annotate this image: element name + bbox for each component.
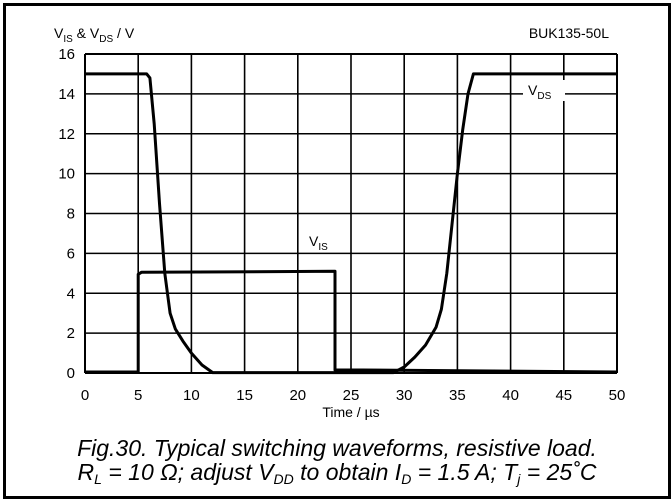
x-axis-label: Time / µs — [322, 404, 379, 420]
caption-line-1: Fig.30. Typical switching waveforms, res… — [77, 435, 597, 461]
figure-frame: 0 2 4 6 8 10 12 14 16 0 5 10 15 20 25 30 35 40 45 50 VIS &… — [3, 3, 671, 499]
x-tick-50: 50 — [609, 387, 626, 404]
x-tick-0: 0 — [81, 387, 89, 404]
y-tick-12: 12 — [58, 126, 75, 143]
x-tick-15: 15 — [236, 387, 253, 404]
series-label-VDS: VDS — [528, 82, 552, 102]
figure-caption: Fig.30. Typical switching waveforms, res… — [6, 435, 668, 487]
series-line-VIS — [85, 269, 618, 374]
x-tick-25: 25 — [343, 387, 360, 404]
y-tick-4: 4 — [67, 285, 75, 302]
x-tick-labels: 0 5 10 15 20 25 30 35 40 45 50 — [81, 387, 626, 404]
y-axis-label: VIS & VDS / V — [54, 25, 135, 45]
series-label-bg-DS — [523, 80, 565, 101]
x-tick-35: 35 — [449, 387, 466, 404]
series-line-VDS — [85, 72, 617, 375]
x-tick-10: 10 — [183, 387, 200, 404]
y-tick-2: 2 — [67, 325, 75, 342]
x-tick-30: 30 — [396, 387, 413, 404]
x-tick-40: 40 — [502, 387, 519, 404]
chart: 0 2 4 6 8 10 12 14 16 0 5 10 15 20 25 30 35 40 45 50 VIS &… — [54, 25, 626, 420]
y-tick-8: 8 — [67, 206, 75, 223]
series-lines — [85, 72, 618, 375]
y-tick-0: 0 — [67, 365, 75, 382]
y-tick-10: 10 — [58, 166, 75, 183]
y-tick-6: 6 — [67, 245, 75, 262]
x-tick-5: 5 — [134, 387, 142, 404]
caption-line-2: RL = 10 Ω; adjust VDD to obtain ID = 1.5… — [77, 459, 597, 487]
part-number-label: BUK135-50L — [529, 25, 609, 41]
series-labels: VDS VIS — [309, 80, 565, 253]
series-label-VIS: VIS — [309, 233, 328, 253]
y-tick-labels: 0 2 4 6 8 10 12 14 16 — [58, 46, 75, 382]
x-tick-45: 45 — [555, 387, 572, 404]
x-tick-20: 20 — [289, 387, 306, 404]
y-tick-14: 14 — [58, 86, 75, 103]
y-tick-16: 16 — [58, 46, 75, 63]
grid — [84, 53, 618, 374]
